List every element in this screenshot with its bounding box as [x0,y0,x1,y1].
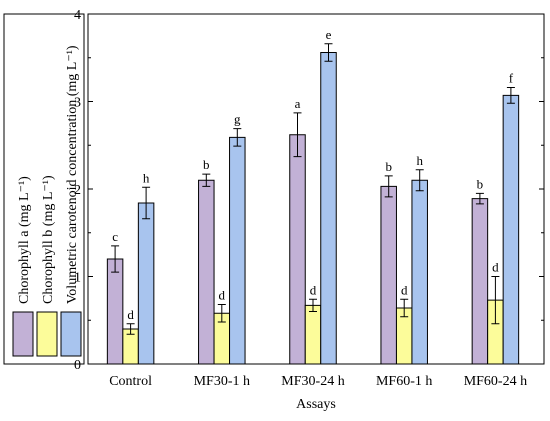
bars: c b a b b d d d d d h g e h f [106,27,520,365]
legend-label: Chorophyll b (mg L⁻¹) [41,175,56,304]
x-axis-title: Assays [296,397,336,412]
significance-letter: h [143,170,150,185]
significance-letter: d [127,307,134,322]
legend-label: Chorophyll a (mg L⁻¹) [17,176,32,304]
significance-letter: d [310,282,317,297]
significance-letter: f [509,71,514,86]
significance-letter: d [492,260,499,275]
x-tick-label: MF30-1 h [194,374,250,389]
y-tick-label: 4 [74,8,81,23]
y-axis: 0 1 2 3 4 [74,8,544,373]
significance-letter: b [477,176,484,191]
bar [289,134,306,365]
y-tick-label: 3 [74,96,81,111]
x-tick-label: MF30-24 h [281,374,344,389]
significance-letter: e [326,27,332,42]
bar [320,52,337,365]
bar [229,136,246,365]
significance-letter: b [203,157,210,172]
bar [198,179,215,365]
legend-swatch [12,311,34,357]
bar [411,179,428,365]
x-tick-label: Control [109,374,152,389]
x-tick-label: MF60-24 h [464,374,527,389]
significance-letter: d [401,282,408,297]
significance-letter: g [234,112,241,127]
legend-swatch [60,311,82,357]
legend-box [3,13,85,365]
legend: Chorophyll a (mg L⁻¹) Chorophyll b (mg L⁻… [3,13,85,365]
significance-letter: h [416,153,423,168]
x-tick-label: MF60-1 h [376,374,432,389]
legend-swatch [36,311,58,357]
bar [471,198,489,365]
bar [137,202,155,365]
significance-letter: a [295,96,301,111]
legend-label: Volumetric carotenoid concentration (mg … [65,45,80,304]
y-tick-label: 1 [74,271,81,286]
y-tick-label: 0 [74,358,81,373]
significance-letter: c [112,229,118,244]
bar [380,185,397,365]
bar [106,258,124,365]
bar [502,94,520,365]
bar [304,304,322,365]
significance-letter: b [385,159,392,174]
x-axis: Control MF30-1 h MF30-24 h MF60-1 h MF60-24 … [109,359,527,389]
significance-letter: d [219,288,226,303]
y-tick-label: 2 [74,183,81,198]
